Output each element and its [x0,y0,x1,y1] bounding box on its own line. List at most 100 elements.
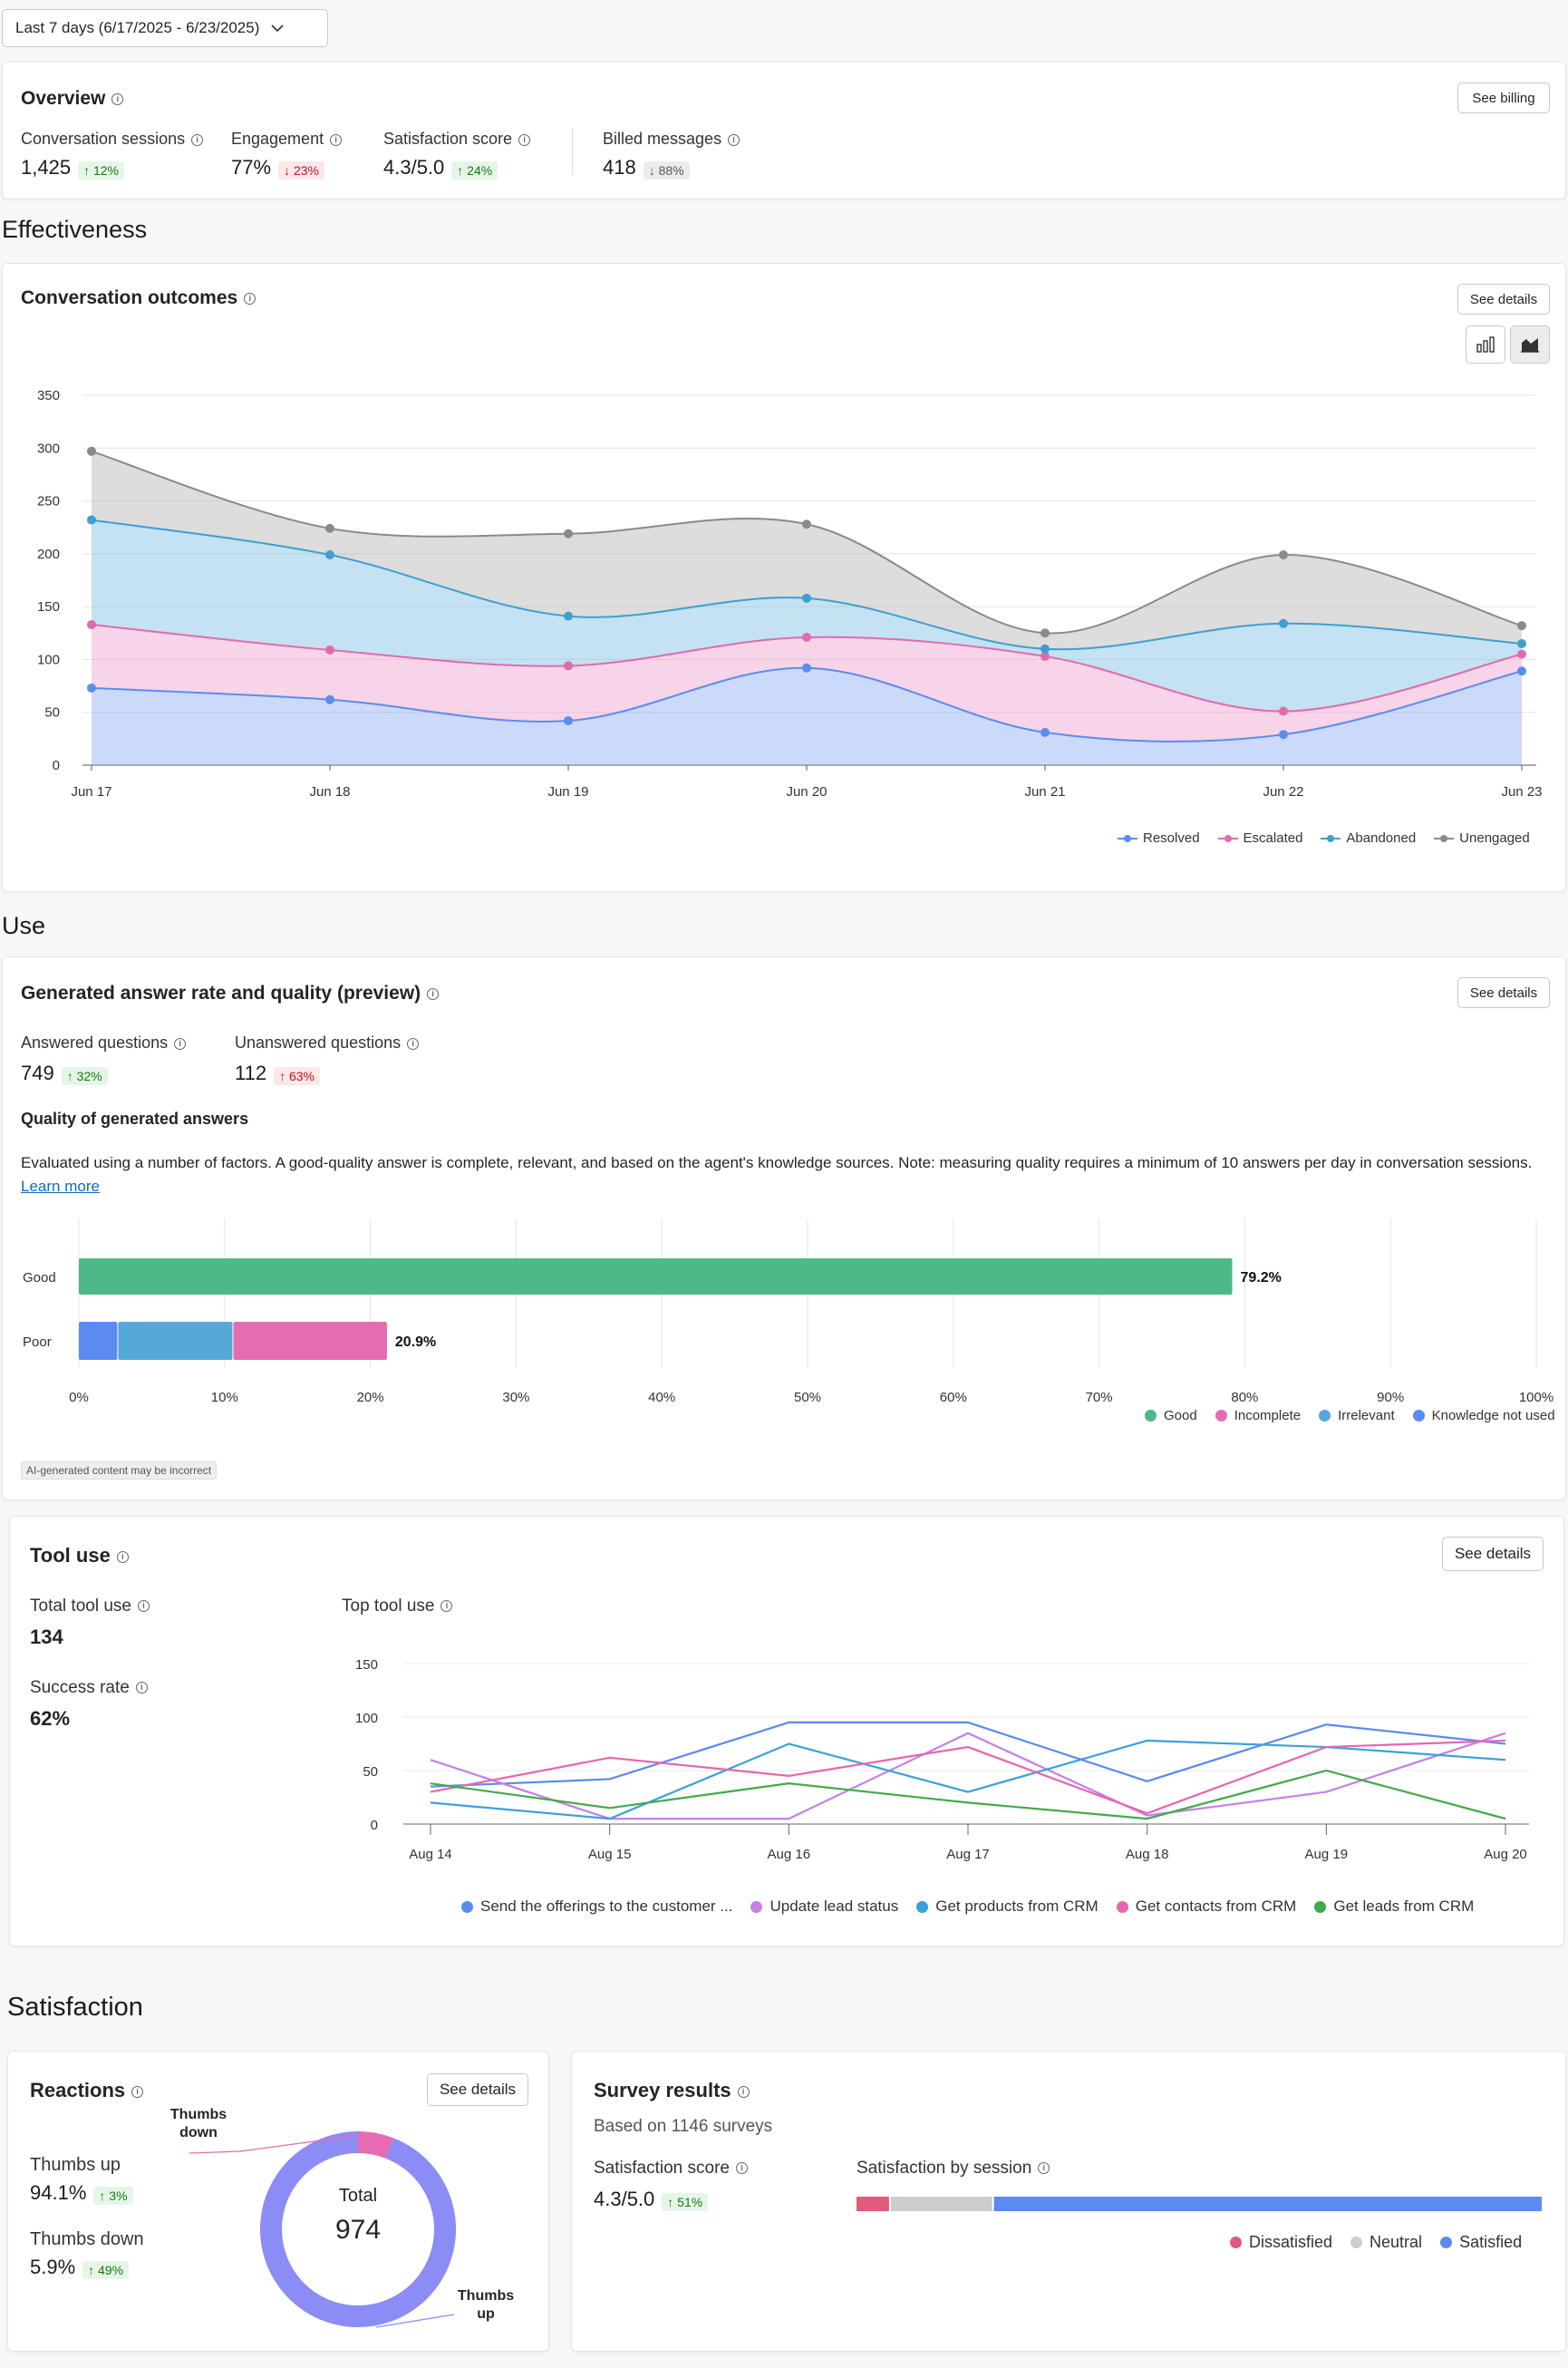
date-range-dropdown[interactable]: Last 7 days (6/17/2025 - 6/23/2025) [2,9,328,47]
legend-escalated[interactable]: Escalated [1217,830,1302,846]
data-point [87,446,96,456]
tool-use-title: Tool use i [30,1544,129,1567]
satisfaction-by-session-label: Satisfaction by session i [857,2159,1050,2179]
change-badge: ↑ 32% [61,1066,108,1085]
legend-get-leads[interactable]: Get leads from CRM [1314,1897,1474,1916]
metric-label: Satisfaction score [383,130,513,148]
info-icon[interactable]: i [728,133,740,146]
info-icon[interactable]: i [737,2085,750,2098]
x-tick-label: Jun 21 [1024,784,1065,800]
see-details-button[interactable]: See details [427,2073,528,2106]
donut-total-label: Total [338,2186,378,2206]
survey-results-card: Survey results i Based on 1146 surveys Sa… [571,2051,1566,2352]
change-badge: ↓ 23% [278,160,324,180]
legend-update-lead-status[interactable]: Update lead status [750,1897,898,1916]
info-icon[interactable]: i [135,1682,148,1694]
top-tool-use-label: Top tool use i [342,1596,453,1616]
satisfaction-segment [857,2197,889,2211]
y-tick-label: 50 [363,1764,378,1780]
change-badge: ↓ 88% [643,160,690,180]
metric-value: 418 [603,156,636,179]
info-icon[interactable]: i [1038,2162,1050,2175]
callout-thumbs-down: Thumbs down [169,2107,227,2140]
data-point [1517,638,1526,648]
change-badge: ↑ 24% [451,160,498,180]
data-point [564,611,573,621]
bar-total-label: 20.9% [395,1334,436,1350]
x-tick-label: Aug 20 [1484,1847,1527,1862]
legend-get-products[interactable]: Get products from CRM [916,1897,1099,1916]
x-tick-label: Aug 18 [1126,1847,1169,1862]
data-point [1040,644,1050,654]
satisfaction-segment [890,2197,992,2211]
reactions-donut-chart [189,2131,456,2328]
info-icon[interactable]: i [427,987,440,1000]
legend-resolved[interactable]: Resolved [1118,830,1200,846]
data-point [1040,651,1050,661]
area-chart-toggle[interactable] [1510,325,1550,364]
learn-more-link[interactable]: Learn more [21,1178,100,1195]
x-tick-label: 100% [1519,1390,1553,1405]
x-tick-label: 40% [648,1390,675,1405]
legend-unengaged[interactable]: Unengaged [1434,830,1530,846]
y-tick-label: 100 [37,652,60,667]
change-badge: ↑ 3% [93,2186,133,2205]
x-tick-label: Jun 22 [1263,784,1303,800]
overview-title: Overview i [21,88,124,110]
metric-thumbs-down: Thumbs down 5.9% ↑ 49% [30,2229,144,2279]
y-tick-label: 300 [37,441,60,456]
see-billing-button[interactable]: See billing [1457,82,1550,113]
see-details-button[interactable]: See details [1457,977,1550,1008]
info-icon[interactable]: i [116,1550,129,1563]
x-tick-label: 80% [1231,1390,1258,1405]
y-tick-label: 150 [355,1657,378,1673]
bar-chart-toggle[interactable] [1466,325,1505,364]
data-point [87,683,96,693]
callout-line [375,2314,455,2328]
legend-abandoned[interactable]: Abandoned [1321,830,1416,846]
quality-legend: Good Incomplete Irrelevant Knowledge not… [1127,1408,1555,1423]
x-tick-label: 10% [211,1390,238,1405]
data-point [802,632,811,642]
legend-irrelevant[interactable]: Irrelevant [1319,1408,1395,1423]
info-icon[interactable]: i [111,92,124,105]
legend-neutral[interactable]: Neutral [1350,2233,1422,2252]
info-icon[interactable]: i [174,1037,187,1050]
data-point [1040,628,1050,638]
info-icon[interactable]: i [407,1037,420,1050]
x-tick-label: 20% [357,1390,384,1405]
legend-satisfied[interactable]: Satisfied [1440,2233,1522,2252]
see-details-button[interactable]: See details [1442,1537,1544,1571]
info-icon[interactable]: i [244,292,256,305]
legend-good[interactable]: Good [1145,1408,1197,1423]
y-tick-label: 150 [37,599,60,615]
info-icon[interactable]: i [191,133,204,146]
info-icon[interactable]: i [137,1600,150,1613]
info-icon[interactable]: i [131,2085,144,2098]
legend-incomplete[interactable]: Incomplete [1215,1408,1301,1423]
legend-send-offerings[interactable]: Send the offerings to the customer ... [461,1897,732,1916]
info-icon[interactable]: i [518,133,531,146]
data-point [1517,649,1526,659]
legend-get-contacts[interactable]: Get contacts from CRM [1116,1897,1296,1916]
legend-dissatisfied[interactable]: Dissatisfied [1230,2233,1332,2252]
generated-answers-card: Generated answer rate and quality (previ… [2,956,1566,1500]
series-line [430,1769,1506,1820]
data-point [1517,666,1526,676]
data-point [87,619,96,629]
legend-knowledge-not-used[interactable]: Knowledge not used [1412,1408,1555,1423]
data-point [325,550,334,560]
info-icon[interactable]: i [330,133,343,146]
y-tick-label: 0 [53,758,60,773]
top-tool-use-chart: 0 50 100 150 Aug 14 Aug 15 Aug 16 Aug 17 Aug 18 A… [355,1657,1529,1862]
metric-label: Billed messages [603,130,722,148]
info-icon[interactable]: i [735,2162,748,2175]
reactions-card: Reactions i See details Thumbs up 94.1% ↑ … [7,2051,549,2352]
area-abandoned [92,519,1522,712]
see-details-button[interactable]: See details [1457,284,1550,315]
x-tick-label: Jun 23 [1501,784,1542,800]
tool-use-card: Tool use i See details Total tool use i 13… [9,1516,1564,1946]
metric-label: Engagement [231,130,324,148]
data-point [87,515,96,525]
section-title-effectiveness: Effectiveness [2,216,148,243]
